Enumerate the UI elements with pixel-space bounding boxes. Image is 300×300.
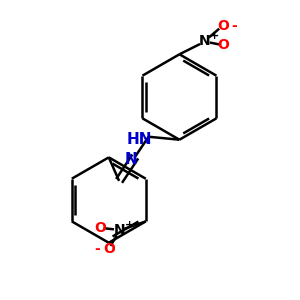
Text: O: O [94,221,106,235]
Text: N: N [113,223,125,237]
Text: O: O [218,38,230,52]
Text: -: - [231,19,237,33]
Text: O: O [103,242,115,256]
Text: +: + [210,31,219,41]
Text: O: O [217,19,229,33]
Text: N: N [199,34,210,48]
Text: N: N [124,152,137,167]
Text: HN: HN [127,132,152,147]
Text: -: - [94,242,100,256]
Text: +: + [125,220,134,230]
